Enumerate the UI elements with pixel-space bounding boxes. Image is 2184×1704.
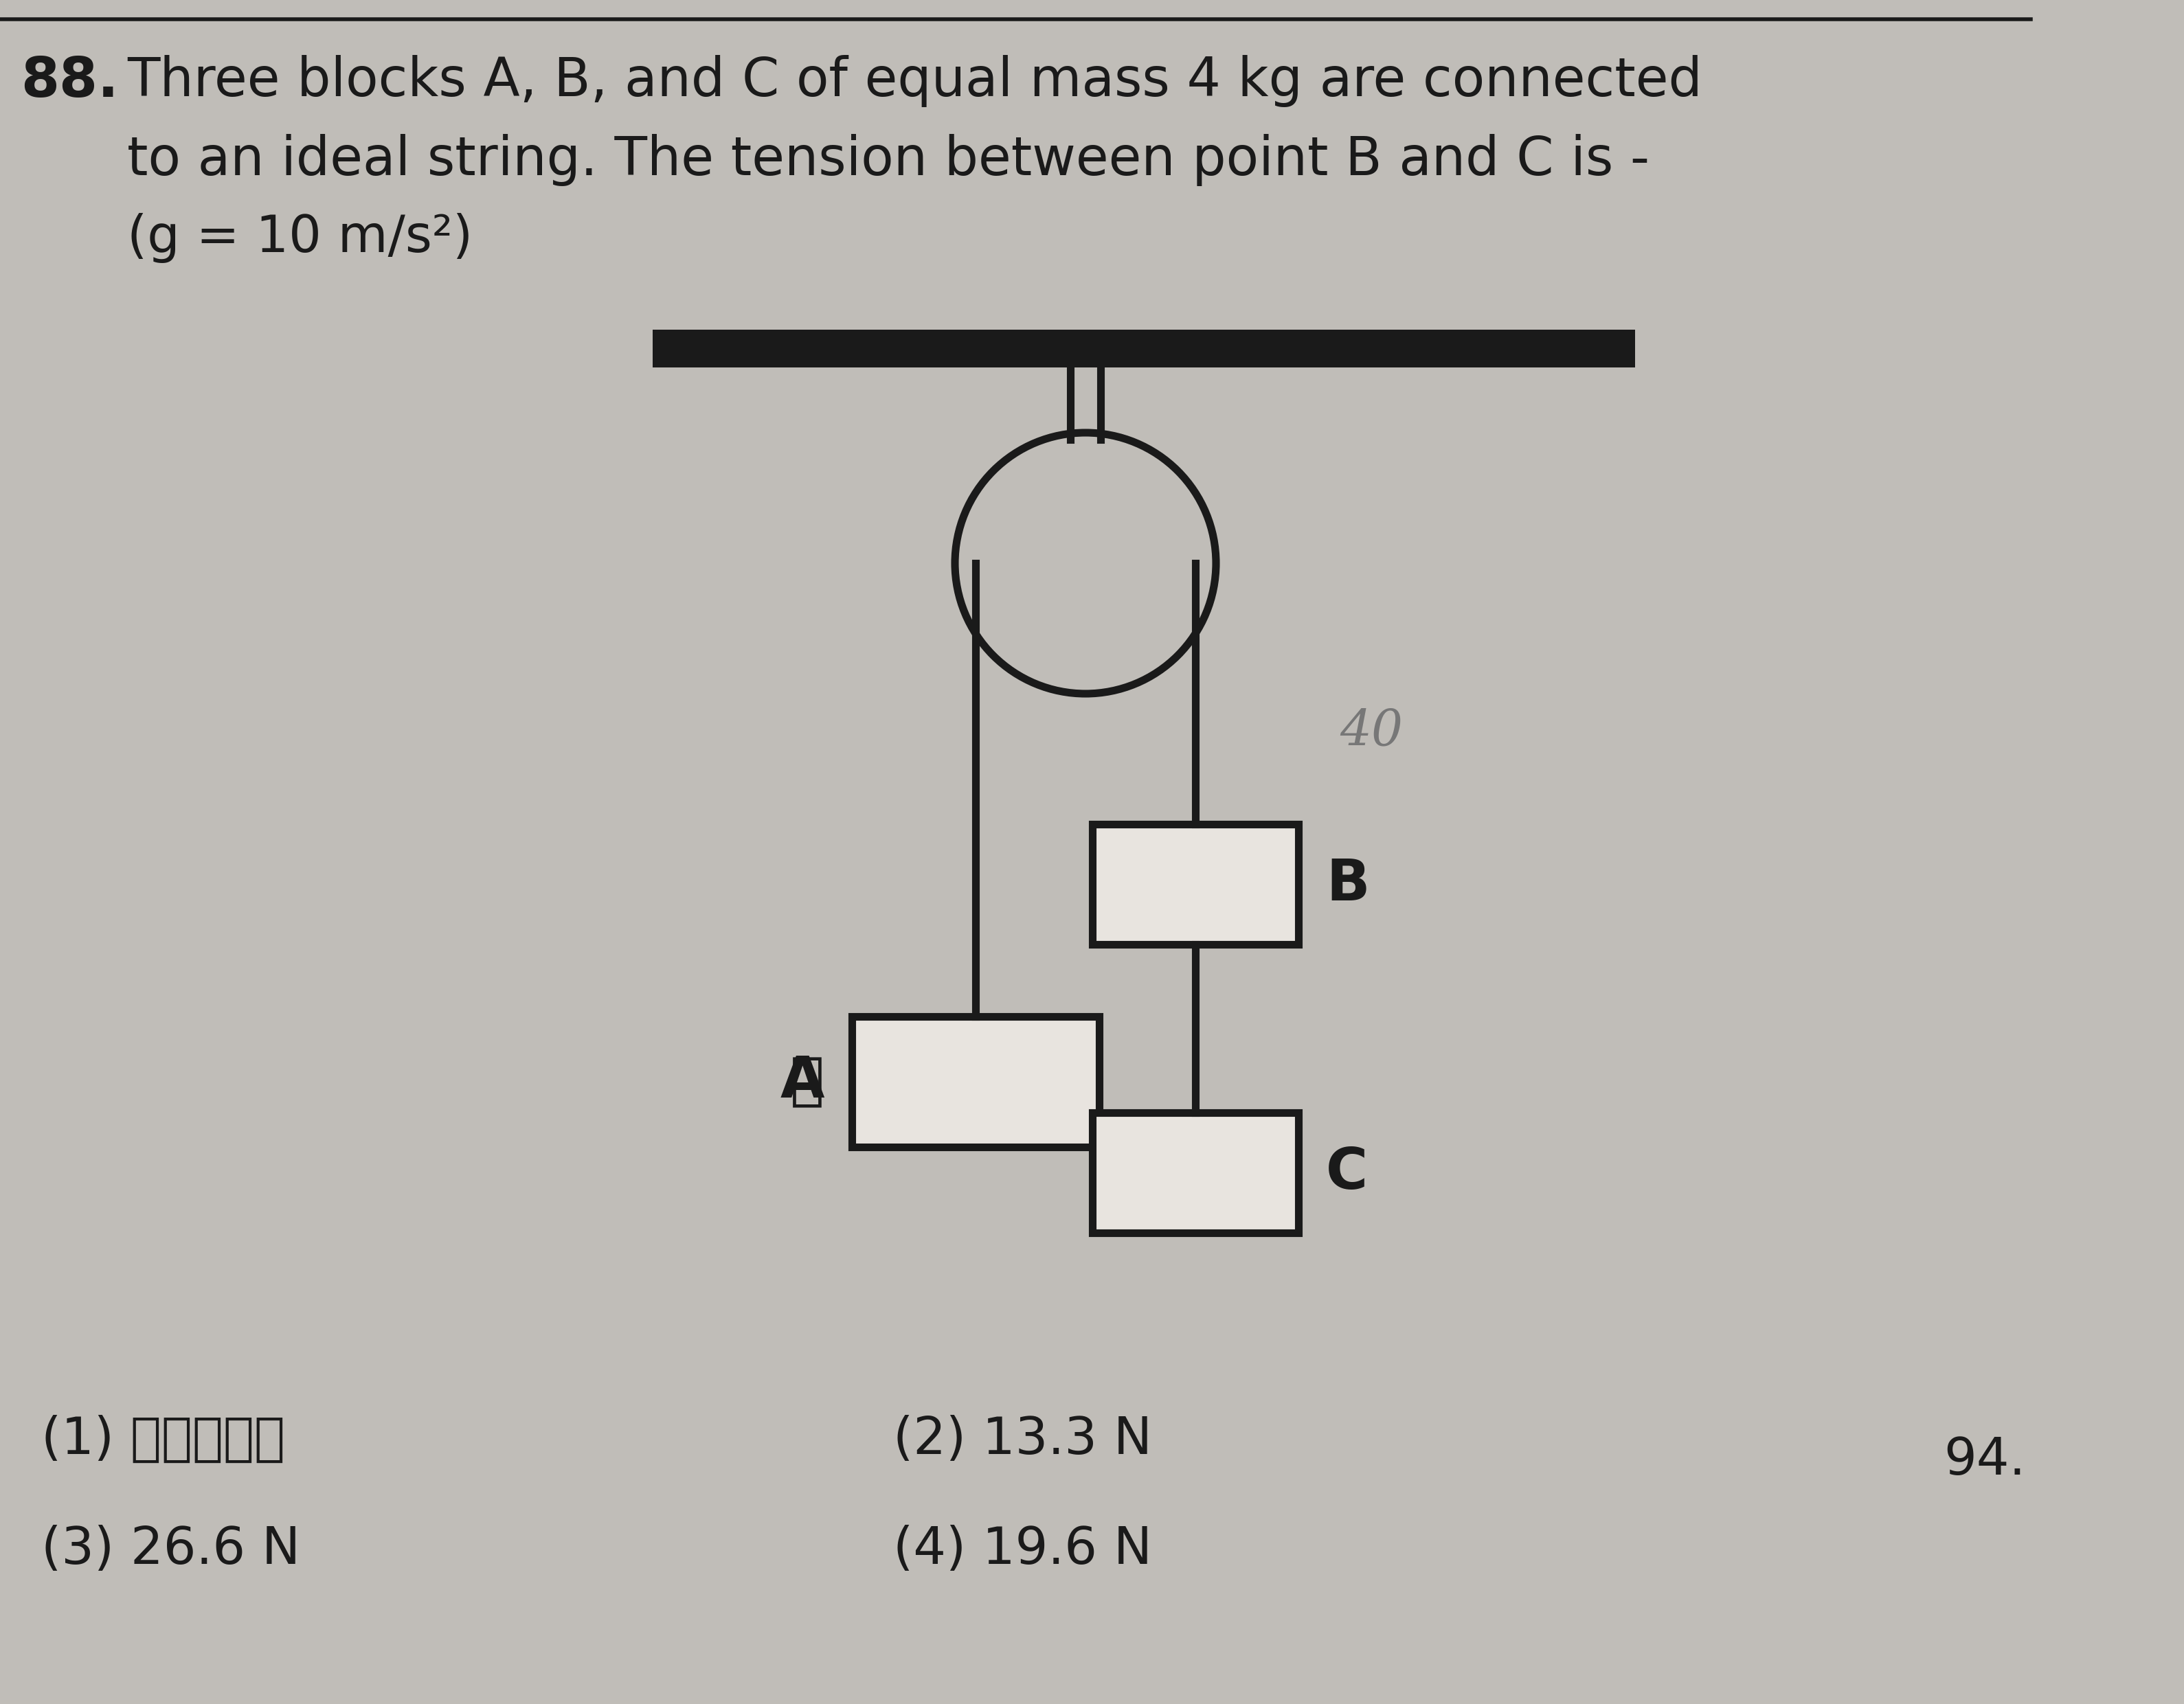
Text: to an ideal string. The tension between point B and C is -: to an ideal string. The tension between … [127,135,1649,186]
Bar [852,1017,1099,1147]
Text: (1) शून्य: (1) शून्य [41,1414,286,1465]
Text: 40: 40 [1339,707,1402,755]
Text: (3) 26.6 N: (3) 26.6 N [41,1525,301,1574]
Text: B: B [1326,857,1369,912]
Text: C: C [1326,1145,1367,1201]
Text: (2) 13.3 N: (2) 13.3 N [893,1414,1153,1465]
Bar [1092,825,1299,944]
Text: (4) 19.6 N: (4) 19.6 N [893,1525,1153,1574]
Text: Three blocks A, B, and C of equal mass 4 kg are connected: Three blocks A, B, and C of equal mass 4… [127,55,1701,107]
Bar [653,329,1636,368]
Text: 88.: 88. [20,55,118,109]
Text: A: A [780,1055,823,1109]
Bar [1092,1113,1299,1232]
Text: (g = 10 m/s²): (g = 10 m/s²) [127,213,472,262]
Text: 94.: 94. [1944,1435,2027,1486]
Text: श: श [791,1055,823,1109]
